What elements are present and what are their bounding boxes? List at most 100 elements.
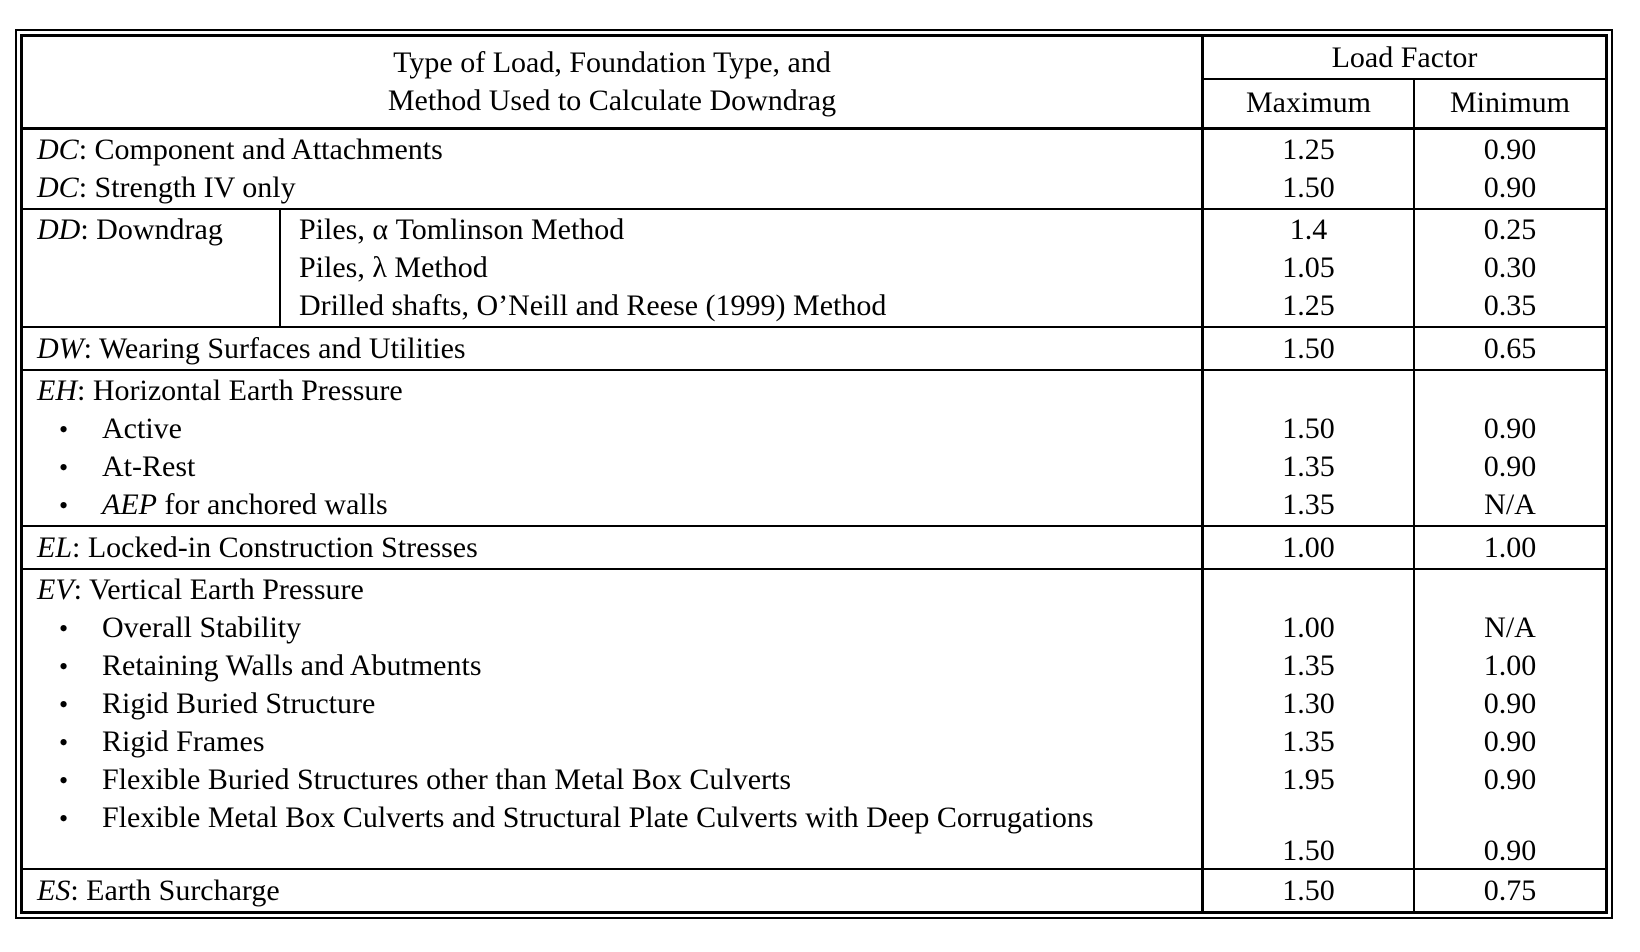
ev-min-gap [1415, 799, 1605, 837]
eh-bullet-2: • At-Rest [23, 448, 1201, 486]
load-factor-table: Type of Load, Foundation Type, and Metho… [15, 29, 1613, 919]
dc-line-1: DC: Component and Attachments [23, 131, 1201, 169]
eh-min-2: 0.90 [1483, 450, 1537, 483]
bullet-icon: • [59, 491, 69, 520]
eh-item-1: Active [102, 412, 182, 445]
dw-desc-cell: DW: Wearing Surfaces and Utilities [23, 328, 1204, 369]
dd-min-1: 0.25 [1483, 213, 1537, 246]
dw-min-cell: 0.65 [1415, 328, 1605, 369]
ev-desc-cell: EV: Vertical Earth Pressure • Overall Sta… [23, 570, 1204, 868]
ev-bullet-2: • Retaining Walls and Abutments [23, 647, 1201, 685]
max-column-header: Maximum [1204, 80, 1415, 127]
load-factor-table-inner: Type of Load, Foundation Type, and Metho… [20, 34, 1608, 914]
dc-max-1: 1.25 [1282, 133, 1335, 166]
dd-max-1: 1.4 [1289, 213, 1328, 246]
dc-max-2: 1.50 [1282, 171, 1335, 204]
ev-min-blank [1415, 571, 1605, 609]
load-factor-header-cell: Load Factor Maximum Minimum [1204, 37, 1605, 127]
ev-title: : Vertical Earth Pressure [73, 573, 364, 606]
eh-title: : Horizontal Earth Pressure [77, 374, 403, 407]
ev-bullet-5: • Flexible Buried Structures other than M… [23, 761, 1201, 799]
eh-desc-cell: EH: Horizontal Earth Pressure • Active • A… [23, 371, 1204, 525]
dd-method-1: Piles, α Tomlinson Method [299, 213, 625, 246]
dd-label-line: DD: Downdrag [37, 211, 279, 249]
dw-min: 0.65 [1483, 332, 1537, 365]
dc-max-cell: 1.25 1.50 [1204, 130, 1415, 208]
ev-min-5: 0.90 [1483, 763, 1537, 796]
ev-min-4: 0.90 [1483, 725, 1537, 758]
eh-min-1: 0.90 [1483, 412, 1537, 445]
ev-item-2: Retaining Walls and Abutments [102, 649, 482, 682]
ev-max-1: 1.00 [1282, 611, 1335, 644]
dd-max-cell: 1.4 1.05 1.25 [1204, 210, 1415, 326]
row-group-dc: DC: Component and Attachments DC: Streng… [23, 127, 1605, 208]
eh-title-line: EH: Horizontal Earth Pressure [23, 372, 1201, 410]
el-max-cell: 1.00 [1204, 527, 1415, 568]
ev-max-cell: 1.00 1.35 1.30 1.35 1.95 1.50 [1204, 570, 1415, 868]
eh-bullet-3: • AEP for anchored walls [23, 486, 1201, 524]
dd-symbol: DD [37, 213, 81, 246]
eh-max-1: 1.50 [1282, 412, 1335, 445]
ev-bullet-4: • Rigid Frames [23, 723, 1201, 761]
dd-min-3: 0.35 [1483, 289, 1537, 322]
eh-item-3: for anchored walls [156, 488, 388, 521]
dd-methods-cell: Piles, α Tomlinson Method Piles, λ Metho… [281, 210, 1201, 326]
eh-min-cell: 0.90 0.90 N/A [1415, 371, 1605, 525]
ev-max-3: 1.30 [1282, 687, 1335, 720]
el-symbol: EL [37, 531, 73, 564]
el-min: 1.00 [1483, 531, 1537, 564]
es-desc-cell: ES: Earth Surcharge [23, 870, 1204, 911]
ev-blank-line [23, 837, 1201, 867]
ev-bullet-1: • Overall Stability [23, 609, 1201, 647]
dc-label-1: : Component and Attachments [78, 133, 443, 166]
row-dw: DW: Wearing Surfaces and Utilities 1.50 … [23, 326, 1605, 369]
eh-max-cell: 1.50 1.35 1.35 [1204, 371, 1415, 525]
bullet-icon: • [59, 652, 69, 681]
bullet-icon: • [59, 728, 69, 757]
dd-max-2: 1.05 [1282, 251, 1335, 284]
el-desc-cell: EL: Locked-in Construction Stresses [23, 527, 1204, 568]
es-min-cell: 0.75 [1415, 870, 1605, 911]
dw-max-cell: 1.50 [1204, 328, 1415, 369]
el-label: : Locked-in Construction Stresses [72, 531, 478, 564]
min-column-header: Minimum [1449, 86, 1570, 119]
dd-min-2: 0.30 [1483, 251, 1537, 284]
eh-max-3: 1.35 [1282, 488, 1335, 521]
dw-line: DW: Wearing Surfaces and Utilities [23, 328, 1201, 369]
ev-item-5: Flexible Buried Structures other than Me… [102, 763, 792, 796]
eh-symbol: EH [37, 374, 77, 407]
ev-bullet-6: • Flexible Metal Box Culverts and Structu… [23, 799, 1201, 837]
eh-bullet-1: • Active [23, 410, 1201, 448]
ev-max-6: 1.50 [1282, 837, 1335, 867]
ev-max-5: 1.95 [1282, 763, 1335, 796]
load-factor-subheader-row: Maximum Minimum [1204, 80, 1605, 127]
el-max: 1.00 [1282, 531, 1335, 564]
eh-min-blank [1415, 372, 1605, 410]
ev-min-6: 0.90 [1483, 837, 1537, 867]
row-el: EL: Locked-in Construction Stresses 1.00… [23, 525, 1605, 568]
ev-min-cell: N/A 1.00 0.90 0.90 0.90 0.90 [1415, 570, 1605, 868]
ev-item-1: Overall Stability [102, 611, 302, 644]
ev-min-2: 1.00 [1483, 649, 1537, 682]
es-label: : Earth Surcharge [70, 874, 280, 907]
row-group-dd: DD: Downdrag Piles, α Tomlinson Method P… [23, 208, 1605, 326]
ev-max-2: 1.35 [1282, 649, 1335, 682]
ev-item-6: Flexible Metal Box Culverts and Structur… [102, 801, 1094, 834]
eh-min-3: N/A [1484, 488, 1536, 521]
dd-min-cell: 0.25 0.30 0.35 [1415, 210, 1605, 326]
dd-label-cell: DD: Downdrag [23, 210, 281, 326]
dc-min-cell: 0.90 0.90 [1415, 130, 1605, 208]
ev-symbol: EV [37, 573, 74, 606]
dc-line-2: DC: Strength IV only [23, 169, 1201, 207]
eh-item-2: At-Rest [102, 450, 196, 483]
bullet-icon: • [59, 690, 69, 719]
load-type-header-cell: Type of Load, Foundation Type, and Metho… [23, 37, 1204, 127]
bullet-icon: • [59, 804, 69, 833]
dc-symbol: DC [37, 171, 79, 204]
dd-desc-cell: DD: Downdrag Piles, α Tomlinson Method P… [23, 210, 1204, 326]
load-type-header-line2: Method Used to Calculate Downdrag [387, 84, 837, 117]
bullet-icon: • [59, 614, 69, 643]
ev-max-4: 1.35 [1282, 725, 1335, 758]
dc-min-2: 0.90 [1483, 171, 1537, 204]
ev-item-3: Rigid Buried Structure [102, 687, 376, 720]
